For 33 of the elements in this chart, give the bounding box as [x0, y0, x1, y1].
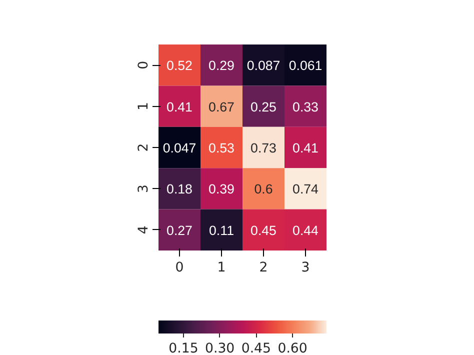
data-label: 0.41 [166, 99, 192, 114]
data-label: 0.73 [250, 140, 276, 156]
y-tick-label: 0 [136, 60, 152, 70]
data-label: 0.18 [166, 182, 192, 197]
x-tick-label: 3 [301, 260, 310, 276]
data-label: 0.33 [292, 99, 318, 114]
y-tick-label: 4 [136, 226, 152, 234]
data-label: 0.41 [292, 140, 318, 156]
data-label: 0.67 [208, 99, 234, 114]
data-label: 0.6 [254, 182, 273, 197]
color-bar-label: 0.30 [204, 342, 235, 355]
color-bar-label: 0.15 [168, 342, 198, 355]
data-label: 0.061 [288, 58, 322, 74]
color-bar-label: 0.45 [241, 342, 272, 355]
y-tick-label: 1 [136, 102, 152, 111]
data-label: 0.44 [292, 222, 320, 238]
data-label: 0.087 [246, 58, 280, 74]
data-label: 0.74 [292, 182, 320, 197]
data-label: 0.45 [250, 222, 276, 238]
data-label: 0.52 [166, 58, 192, 74]
y-tick-label: 2 [136, 143, 152, 152]
data-label: 0.53 [208, 140, 234, 156]
data-label: 0.047 [162, 140, 196, 156]
data-label: 0.25 [250, 99, 276, 114]
color-bar-label: 0.60 [278, 342, 308, 355]
x-tick-label: 1 [217, 260, 226, 276]
y-tick-label: 3 [136, 184, 152, 193]
data-label: 0.39 [208, 182, 234, 197]
x-tick-label: 2 [259, 260, 268, 276]
data-label: 0.27 [166, 222, 192, 238]
data-label: 0.11 [209, 222, 234, 238]
x-tick-label: 0 [175, 260, 184, 276]
data-label: 0.29 [208, 58, 234, 74]
